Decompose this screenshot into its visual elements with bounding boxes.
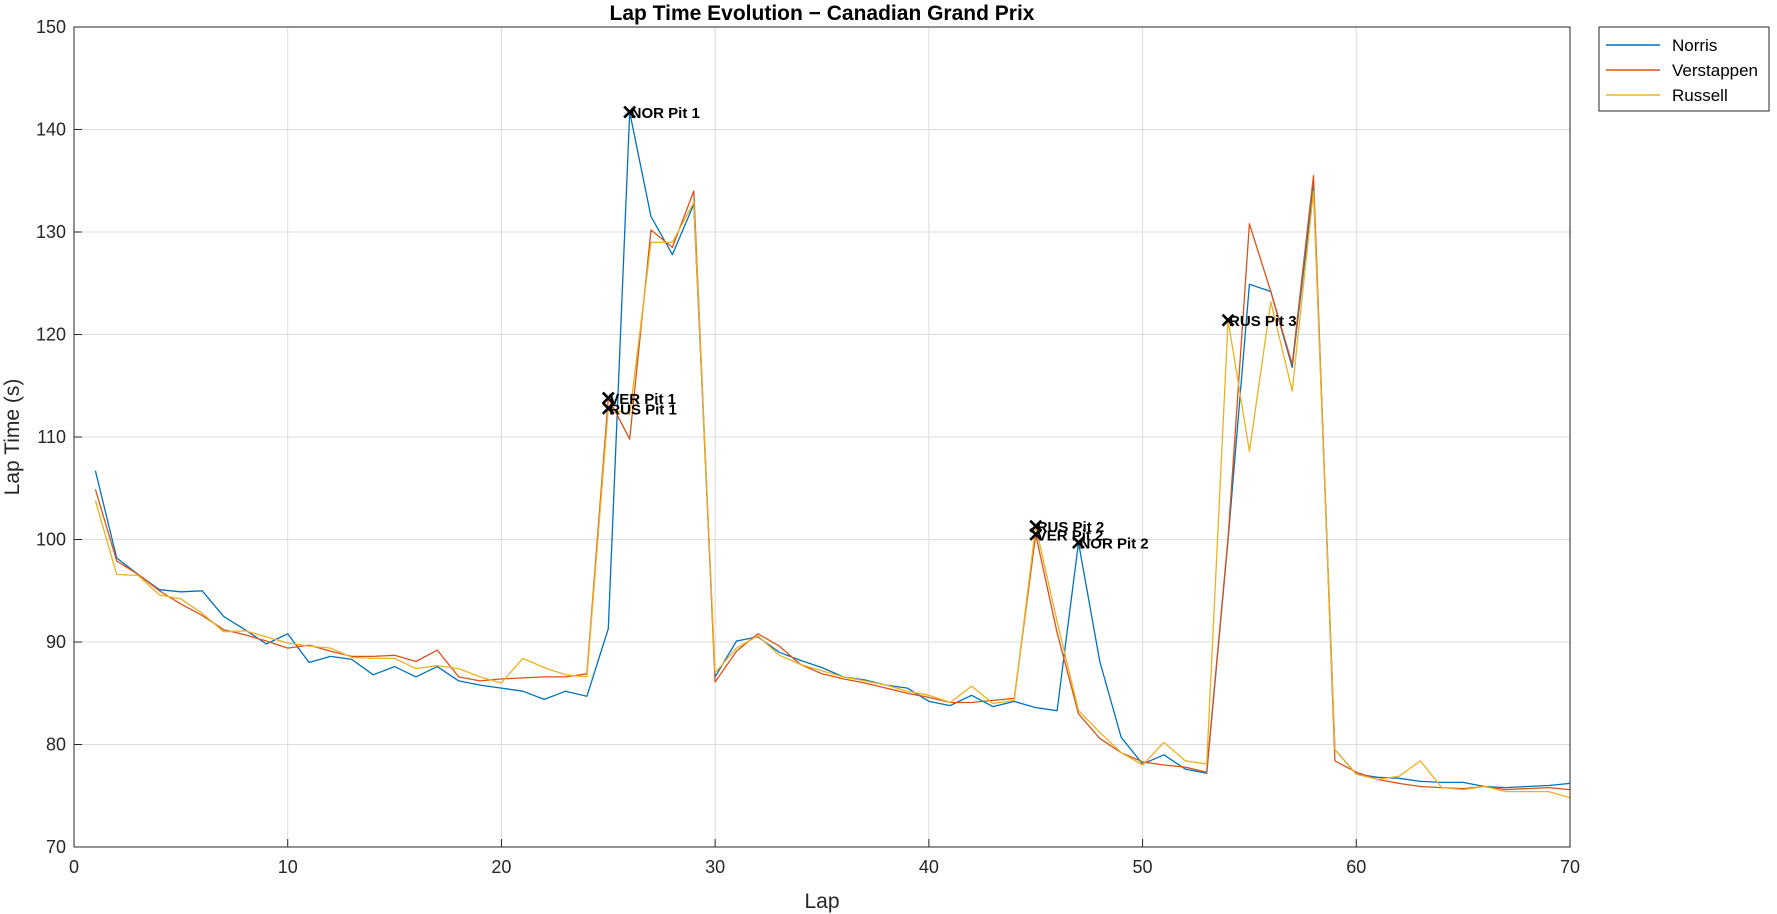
legend-box (1598, 26, 1770, 112)
y-tick-label: 100 (36, 530, 66, 550)
pit-stop-x-icon (1221, 313, 1235, 327)
pit-stop-label: RUS Pit 2 (1037, 519, 1105, 536)
legend-entry-label: Norris (1672, 36, 1717, 55)
x-tick-label: 0 (69, 857, 79, 877)
pit-stop-marker: VER Pit 2 (1029, 527, 1104, 544)
pit-stop-marker: NOR Pit 1 (623, 105, 700, 122)
series-layer (94, 111, 1571, 799)
x-tick-label: 50 (1133, 857, 1153, 877)
legend-entry-label: Russell (1672, 86, 1728, 105)
pit-stop-label: VER Pit 2 (1037, 527, 1104, 544)
pit-stop-label: RUS Pit 1 (609, 401, 677, 418)
pit-stop-x-icon (1072, 536, 1085, 549)
legend: Norris Verstappen Russell (1598, 26, 1770, 112)
series-line-russell (94, 190, 1571, 799)
chart-title: Lap Time Evolution − Canadian Grand Prix (610, 2, 1035, 25)
y-tick-label: 80 (46, 735, 66, 755)
y-tick-label: 90 (46, 632, 66, 652)
axis-ticks: 0 10 20 30 40 50 60 70 70 80 90 100 110 120 130 140 150 (36, 17, 1580, 877)
pit-stop-x-icon (601, 401, 615, 415)
pit-stop-marker: VER Pit 1 (601, 391, 676, 408)
y-tick-label: 150 (36, 17, 66, 37)
x-tick-label: 10 (278, 857, 298, 877)
pit-stop-label: VER Pit 1 (609, 391, 676, 408)
y-tick-label: 70 (46, 837, 66, 857)
pit-stop-marker: RUS Pit 1 (601, 401, 677, 418)
pit-stop-marker: NOR Pit 2 (1072, 536, 1149, 553)
pit-stop-label: NOR Pit 1 (631, 105, 700, 122)
x-tick-label: 70 (1560, 857, 1580, 877)
y-axis-title: Lap Time (s) (1, 379, 24, 496)
pit-stop-label: RUS Pit 3 (1229, 313, 1297, 330)
pit-stop-x-icon (1029, 527, 1043, 541)
x-tick-label: 40 (919, 857, 939, 877)
pit-stop-x-icon (601, 391, 615, 405)
x-tick-label: 30 (705, 857, 725, 877)
x-axis-title: Lap (804, 890, 839, 913)
x-tick-label: 20 (491, 857, 511, 877)
y-tick-label: 140 (36, 120, 66, 140)
pit-stop-label: NOR Pit 2 (1079, 536, 1148, 553)
y-tick-label: 120 (36, 325, 66, 345)
pit-stop-x-icon (623, 105, 637, 119)
y-tick-label: 110 (37, 427, 66, 447)
pit-stop-marker: RUS Pit 3 (1221, 313, 1297, 330)
x-tick-label: 60 (1346, 857, 1366, 877)
legend-entry-label: Verstappen (1672, 61, 1758, 80)
y-tick-label: 130 (36, 222, 66, 242)
